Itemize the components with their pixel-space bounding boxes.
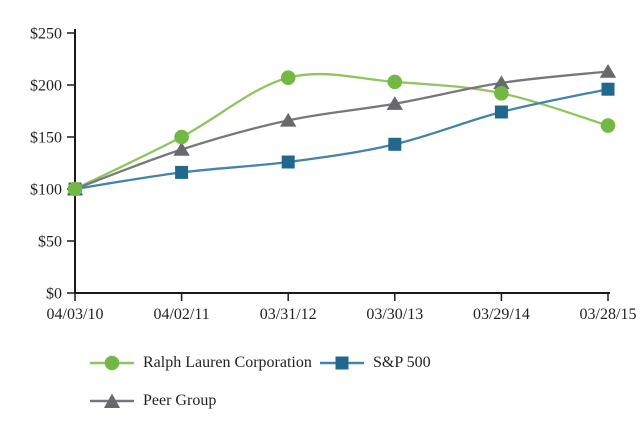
legend-square-swatch — [335, 356, 349, 370]
data-point-s-p-500 — [281, 155, 295, 169]
x-axis-tick-label: 04/03/10 — [47, 306, 104, 323]
legend-label-sp-500: S&P 500 — [373, 354, 431, 371]
legend-triangle-marker-icon — [90, 393, 134, 408]
data-point-peer-group — [173, 142, 190, 156]
data-point-ralph-lauren-corporation — [67, 181, 83, 197]
data-point-peer-group — [599, 64, 617, 78]
data-point-peer-group — [493, 75, 510, 90]
data-point-ralph-lauren-corporation — [174, 129, 189, 145]
legend-item-sp-500: S&P 500 — [320, 354, 431, 372]
x-axis-tick-label: 04/02/11 — [153, 306, 209, 323]
x-axis-tick-label: 03/29/14 — [473, 306, 530, 323]
legend-square-marker-icon — [320, 356, 364, 370]
legend-circle-swatch — [104, 355, 120, 371]
x-axis-tick-label: 03/28/15 — [580, 306, 637, 323]
legend-label-ralph-lauren-corporation: Ralph Lauren Corporation — [143, 354, 312, 371]
data-point-ralph-lauren-corporation — [387, 74, 403, 90]
series-line-s-p-500 — [74, 88, 609, 191]
legend-circle-marker-icon — [90, 355, 134, 371]
y-axis-tick-label: $0 — [46, 286, 62, 303]
data-point-s-p-500 — [388, 137, 402, 151]
data-point-peer-group — [280, 112, 297, 127]
data-point-ralph-lauren-corporation — [600, 118, 616, 133]
y-axis-tick-label: $100 — [30, 182, 62, 199]
data-point-ralph-lauren-corporation — [494, 86, 509, 101]
data-point-s-p-500 — [601, 82, 615, 96]
legend-label-peer-group: Peer Group — [143, 392, 217, 409]
x-axis-tick-label: 03/30/13 — [366, 306, 423, 323]
legend-item-peer-group: Peer Group — [90, 392, 216, 410]
y-axis-tick-label: $250 — [30, 26, 62, 43]
data-point-s-p-500 — [175, 165, 189, 179]
legend-triangle-swatch — [104, 393, 120, 408]
y-axis-tick-label: $200 — [30, 78, 62, 95]
y-axis-tick-label: $150 — [30, 130, 62, 147]
series-line-peer-group — [74, 70, 609, 191]
series-line-ralph-lauren-corporation — [74, 72, 609, 191]
data-point-ralph-lauren-corporation — [280, 70, 296, 85]
plot-area: $0 $50 $100 $150 $200 $250 04/03/10 04/02/11 03/… — [30, 26, 637, 324]
data-point-s-p-500 — [494, 105, 508, 119]
y-axis-tick-label: $50 — [38, 234, 62, 251]
data-point-peer-group — [386, 96, 403, 110]
legend-item-ralph-lauren-corporation: Ralph Lauren Corporation — [90, 354, 312, 372]
x-axis-tick-label: 03/31/12 — [260, 306, 317, 323]
